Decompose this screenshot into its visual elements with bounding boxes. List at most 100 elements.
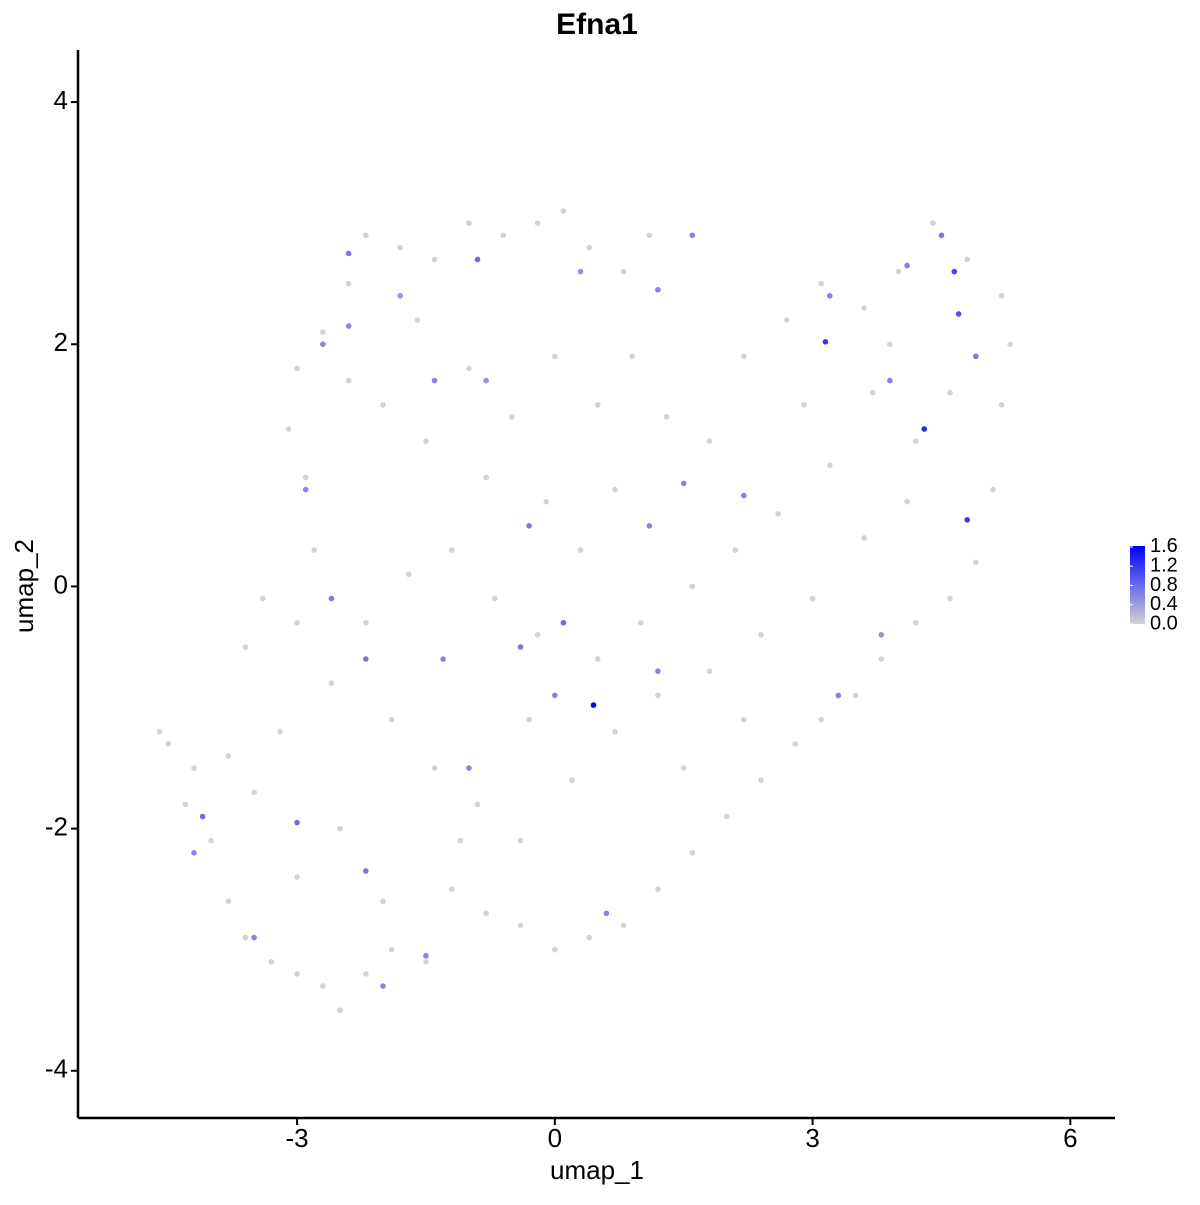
point: [251, 789, 257, 796]
point: [758, 777, 764, 783]
point: [517, 922, 524, 929]
x-tick-label: 0: [548, 1123, 562, 1153]
x-tick-label: 3: [805, 1123, 819, 1153]
color-tick-label: 0.8: [1150, 574, 1178, 596]
point: [801, 401, 807, 408]
point: [818, 716, 824, 723]
point: [543, 498, 550, 505]
point: [414, 317, 421, 323]
point: [655, 668, 661, 674]
point: [646, 232, 653, 239]
point: [818, 280, 824, 287]
point: [345, 280, 352, 287]
point: [328, 595, 335, 602]
point: [590, 702, 597, 708]
point: [998, 401, 1005, 408]
point: [388, 716, 395, 723]
point: [689, 583, 696, 590]
point: [723, 813, 730, 820]
point: [165, 741, 172, 747]
point: [225, 898, 232, 905]
point: [594, 401, 601, 408]
point: [457, 837, 464, 844]
point: [869, 389, 876, 396]
point: [930, 220, 936, 226]
point: [655, 692, 661, 699]
point: [294, 971, 300, 977]
point: [741, 492, 747, 499]
point: [320, 341, 326, 348]
point: [586, 244, 592, 251]
point: [964, 517, 971, 523]
point: [792, 741, 799, 747]
point: [822, 339, 829, 345]
x-axis-title: umap_1: [550, 1155, 644, 1185]
point: [431, 765, 438, 771]
point: [895, 268, 902, 275]
point: [887, 341, 893, 348]
point: [655, 286, 661, 293]
point: [517, 837, 524, 844]
point: [947, 595, 953, 602]
point: [405, 571, 412, 578]
point: [612, 486, 618, 493]
y-tick-label: 0: [54, 569, 68, 599]
point: [320, 329, 326, 335]
point: [594, 656, 601, 662]
point: [775, 510, 782, 517]
point: [861, 535, 867, 541]
point: [345, 250, 352, 257]
point: [741, 716, 747, 723]
chart-title: Efna1: [556, 8, 638, 41]
color-tick-label: 1.6: [1150, 535, 1178, 557]
point: [732, 547, 739, 553]
point: [951, 268, 958, 275]
point: [560, 208, 567, 214]
point: [199, 813, 206, 820]
color-bar: [1130, 546, 1145, 624]
point: [835, 692, 842, 699]
point: [826, 462, 833, 469]
point: [320, 983, 326, 989]
point: [380, 898, 386, 905]
point: [191, 765, 197, 771]
point: [483, 474, 489, 481]
point: [689, 850, 696, 856]
point: [466, 365, 472, 372]
point: [603, 910, 610, 917]
point: [921, 426, 928, 432]
point: [912, 619, 919, 626]
point: [388, 946, 395, 953]
point: [706, 438, 713, 444]
point: [363, 971, 369, 977]
point: [302, 486, 309, 493]
point: [277, 728, 283, 735]
point: [345, 323, 352, 329]
point: [294, 365, 300, 372]
point: [577, 547, 584, 553]
point: [964, 256, 971, 263]
point: [552, 946, 558, 953]
point: [509, 414, 515, 420]
color-tick-label: 1.2: [1150, 555, 1178, 577]
point: [302, 474, 309, 481]
point: [363, 232, 369, 239]
point: [491, 595, 498, 602]
x-tick-label: -3: [286, 1123, 309, 1153]
point: [534, 220, 541, 226]
point: [973, 559, 979, 566]
point: [259, 595, 266, 602]
y-tick-label: 4: [54, 85, 68, 115]
point: [904, 498, 910, 505]
point: [912, 438, 919, 444]
point: [380, 983, 386, 989]
point: [431, 377, 438, 384]
point: [560, 619, 567, 626]
point: [552, 353, 558, 360]
point: [268, 958, 275, 965]
point: [337, 1007, 343, 1014]
point: [337, 825, 343, 832]
point: [955, 311, 962, 317]
point: [311, 547, 318, 553]
